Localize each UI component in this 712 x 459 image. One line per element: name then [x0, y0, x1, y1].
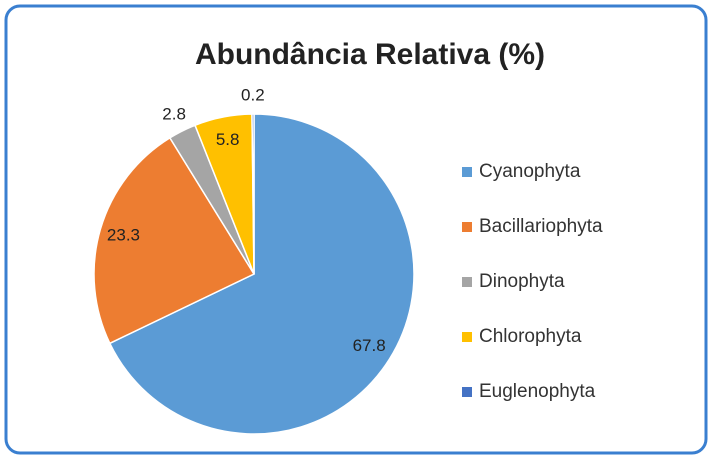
- legend-label: Chlorophyta: [479, 326, 582, 347]
- legend-marker: [462, 277, 472, 287]
- legend-label: Cyanophyta: [479, 161, 581, 182]
- legend-marker: [462, 167, 472, 177]
- legend-label: Euglenophyta: [479, 381, 596, 402]
- legend-marker: [462, 387, 472, 397]
- data-label: 2.8: [162, 104, 186, 123]
- data-label: 0.2: [241, 85, 265, 104]
- legend-label: Bacillariophyta: [479, 216, 603, 237]
- data-label: 5.8: [216, 130, 240, 149]
- legend-marker: [462, 222, 472, 232]
- legend-label: Dinophyta: [479, 271, 565, 292]
- data-label: 67.8: [353, 336, 386, 355]
- legend-marker: [462, 332, 472, 342]
- chart-title: Abundância Relativa (%): [195, 38, 545, 71]
- pie-slice: [251, 113, 255, 275]
- pie-slice: [108, 113, 415, 435]
- data-label: 23.3: [107, 225, 140, 244]
- pie-slice: [93, 136, 256, 345]
